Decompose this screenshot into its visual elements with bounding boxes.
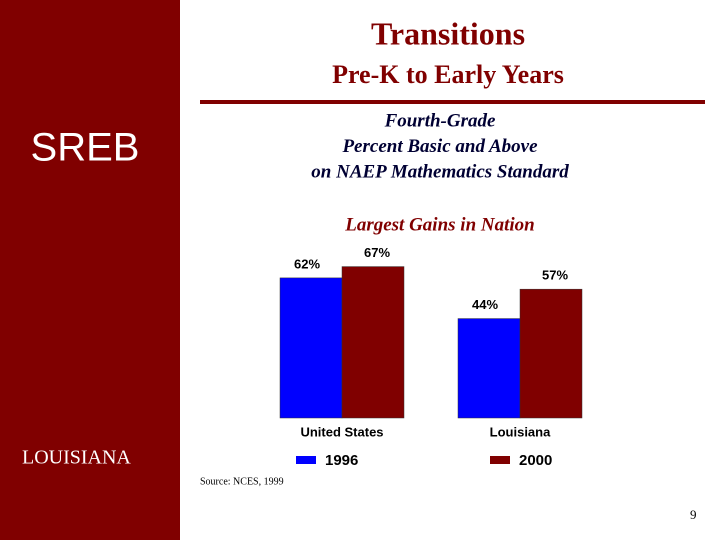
legend-label: 1996 [325,452,358,469]
source: Source: NCES, 1999 [200,476,284,487]
divider [200,100,705,104]
chart-title: Fourth-Grade [384,110,496,131]
legend-swatch [296,456,316,464]
x-tick-label: Louisiana [490,424,551,439]
legend-swatch [490,456,510,464]
logo: SREB [31,126,140,170]
page-number: 9 [690,507,697,522]
title: Transitions [371,15,525,51]
subtitle: Pre-K to Early Years [332,60,564,89]
bar [279,277,343,419]
chart-subtitle: Largest Gains in Nation [344,214,535,235]
state-label: LOUISIANA [22,447,131,469]
data-label: 62% [294,256,320,271]
legend-label: 2000 [519,452,552,469]
data-label: 67% [364,245,390,260]
side-panel [0,0,180,540]
bar [341,266,405,419]
data-label: 44% [472,297,498,312]
chart-title: on NAEP Mathematics Standard [311,161,569,182]
chart-title: Percent Basic and Above [341,136,538,157]
x-tick-label: United States [300,424,383,439]
data-label: 57% [542,268,568,283]
bar [519,288,583,419]
bar [457,318,521,419]
